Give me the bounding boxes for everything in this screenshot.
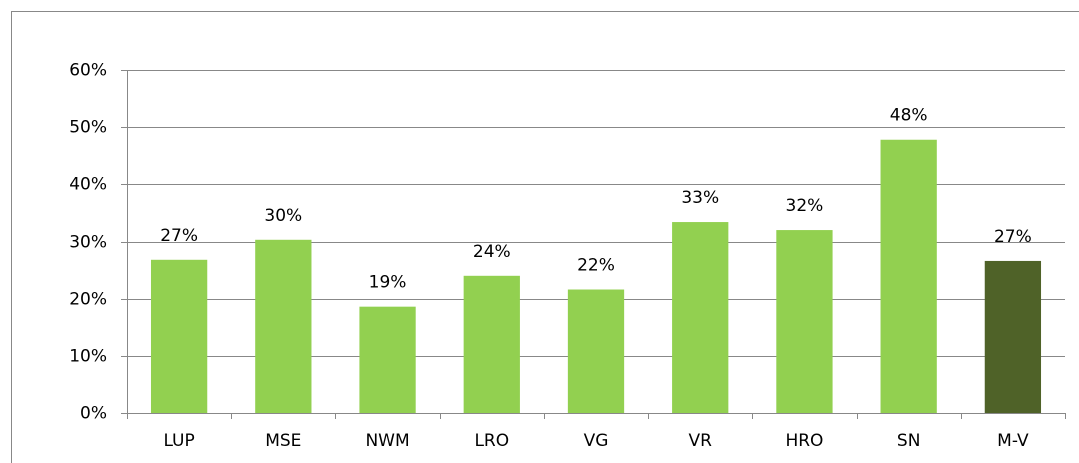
bar [150, 259, 208, 413]
value-label: 19% [369, 273, 407, 293]
value-label: 48% [890, 106, 928, 126]
bar [567, 289, 625, 413]
bar [463, 275, 520, 413]
value-label: 24% [473, 242, 511, 262]
x-tick-label: LUP [163, 431, 194, 451]
bar [672, 222, 729, 413]
x-tick-label: MSE [265, 431, 301, 451]
x-tick-label: SN [897, 431, 921, 451]
y-tick-label: 60% [69, 61, 107, 81]
y-tick-label: 20% [69, 290, 107, 310]
value-label: 33% [681, 188, 719, 208]
x-tick-label: VR [688, 431, 712, 451]
bar [880, 139, 937, 413]
value-label: 30% [264, 206, 302, 226]
value-label: 32% [786, 196, 824, 216]
bar [776, 230, 833, 413]
x-tick-label: M-V [997, 431, 1029, 451]
bar [359, 306, 416, 413]
y-tick-label: 0% [80, 404, 107, 424]
bar [255, 239, 312, 413]
x-tick-label: HRO [785, 431, 823, 451]
y-tick-label: 30% [69, 233, 107, 253]
value-label: 22% [577, 256, 615, 276]
y-tick-label: 40% [69, 175, 107, 195]
bar [984, 260, 1042, 413]
x-tick-label: NWM [365, 431, 409, 451]
y-tick-label: 50% [69, 118, 107, 138]
y-tick-label: 10% [69, 347, 107, 367]
x-tick-label: LRO [474, 431, 509, 451]
x-tick-label: VG [584, 431, 609, 451]
value-label: 27% [994, 227, 1032, 247]
value-label: 27% [160, 226, 198, 246]
